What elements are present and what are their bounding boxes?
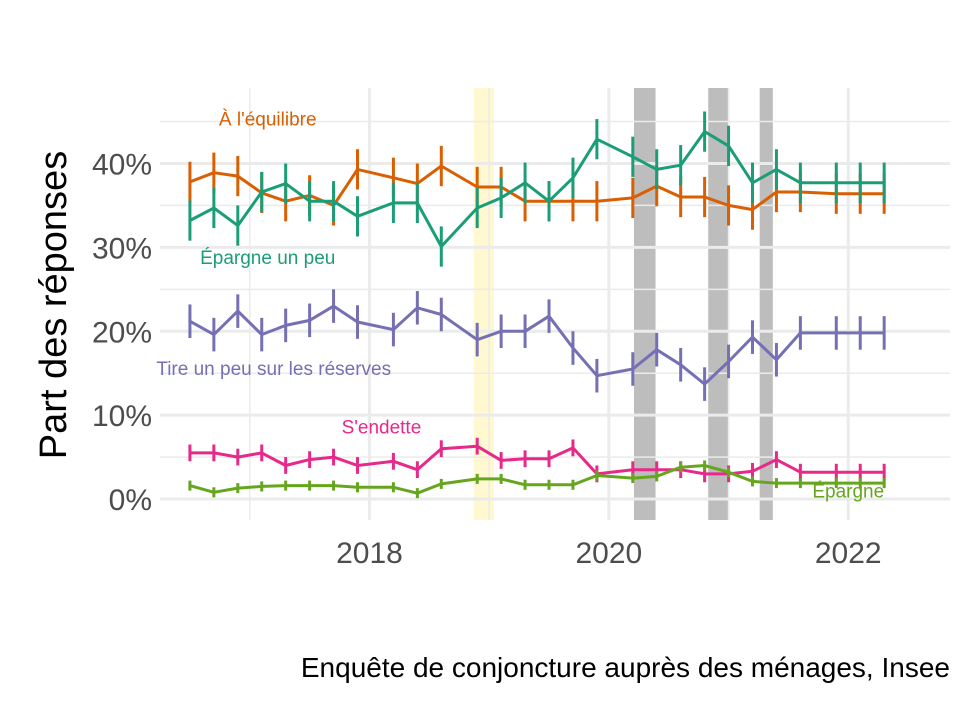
series-line — [189, 164, 885, 212]
chart-caption: Enquête de conjoncture auprès des ménage… — [301, 652, 950, 683]
series-line — [189, 464, 885, 495]
series-label: Épargne — [812, 481, 884, 502]
x-tick-label: 2022 — [815, 537, 882, 570]
series-3 — [188, 437, 886, 483]
x-tick-label: 2020 — [575, 537, 642, 570]
shaded-period-1 — [634, 88, 656, 520]
shaded-period-2 — [708, 88, 729, 520]
y-tick-label: 40% — [92, 148, 152, 181]
series-labels: À l'équilibre Épargne un peu Tire un peu s… — [156, 110, 884, 503]
y-tick-label: 10% — [92, 400, 152, 433]
series-label: Épargne un peu — [200, 248, 335, 269]
series-layer — [188, 111, 886, 499]
y-tick-label: 20% — [92, 316, 152, 349]
shaded-period-3 — [759, 88, 773, 520]
x-axis: 2018 2020 2022 — [336, 537, 882, 570]
y-axis-title: Part des réponses — [33, 151, 75, 459]
x-tick-label: 2018 — [336, 537, 403, 570]
series-0 — [188, 145, 886, 230]
series-1 — [188, 111, 886, 267]
series-line — [189, 304, 885, 386]
series-line — [189, 444, 885, 476]
y-tick-label: 30% — [92, 232, 152, 265]
y-axis: 0% 10% 20% 30% 40% — [92, 148, 152, 517]
series-line — [189, 130, 885, 248]
series-4 — [188, 460, 886, 499]
series-label: À l'équilibre — [219, 110, 317, 131]
series-2 — [188, 289, 886, 401]
series-label: Tire un peu sur les réserves — [156, 359, 391, 380]
series-label: S'endette — [342, 418, 422, 439]
y-tick-label: 0% — [109, 484, 152, 517]
